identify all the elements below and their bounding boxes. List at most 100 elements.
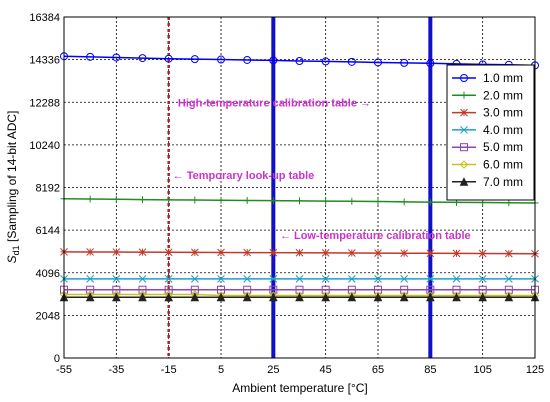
marker-shape [138,275,147,283]
data-point-3-0-mm [112,248,121,256]
data-point-7-0-mm [138,292,147,302]
data-point-2-0-mm [243,196,251,204]
marker-shape [112,292,121,302]
y-tick-label: 2048 [36,310,60,322]
data-point-3-0-mm [190,248,199,257]
legend-label: 6.0 mm [483,158,523,172]
y-axis-label-subscript: d1 [11,245,21,255]
data-point-1-0-mm [190,55,199,64]
data-point-1-0-mm [86,52,95,61]
marker-shape [400,275,409,283]
x-tick-label: 25 [267,364,279,376]
legend-marker [460,74,468,82]
data-point-1-0-mm [426,59,435,68]
marker-shape [138,248,147,257]
data-point-3-0-mm [295,248,304,257]
data-point-4-0-mm [295,275,304,283]
y-axis-label-symbol: S [5,255,19,263]
x-tick-label: 45 [320,364,332,376]
y-tick-label: 0 [54,353,60,365]
marker-shape [374,58,382,67]
data-point-7-0-mm [85,292,95,302]
data-point-4-0-mm [321,275,330,283]
data-point-3-0-mm [243,248,252,257]
marker-shape [478,292,487,302]
y-tick-label: 4096 [36,268,60,280]
data-point-1-0-mm [374,58,382,67]
x-tick-label: -35 [108,364,124,376]
marker-shape [242,292,252,302]
marker-shape [190,55,199,64]
marker-shape [321,275,330,283]
data-point-2-0-mm [269,197,277,205]
data-point-4-0-mm [478,275,487,283]
marker-shape [216,292,226,302]
marker-shape [112,275,121,283]
marker-shape [347,292,357,302]
marker-shape [459,160,469,169]
marker-shape [138,54,147,63]
marker-shape [373,292,383,302]
data-point-2-0-mm [112,195,120,203]
marker-shape [295,292,304,302]
annotation-text: ← Low-temperature calibration table [280,230,471,242]
data-point-2-0-mm [165,196,173,204]
data-point-7-0-mm [190,292,200,302]
legend-marker [460,91,468,99]
data-point-4-0-mm [243,275,252,283]
marker-shape [374,249,382,257]
marker-shape [399,292,409,302]
data-point-7-0-mm [269,292,278,302]
x-tick-label: 5 [218,364,224,376]
y-tick-label: 16384 [29,12,60,24]
legend: 1.0 mm 2.0 mm 3.0 mm 4.0 mm 5.0 mm 6.0 mm 7.0 … [446,64,535,201]
data-point-1-0-mm [347,57,356,66]
data-point-7-0-mm [216,292,226,302]
marker-shape [426,292,435,302]
marker-shape [85,292,95,302]
legend-marker [459,177,469,186]
data-point-2-0-mm [217,196,225,204]
x-tick-label: 65 [372,364,384,376]
data-point-7-0-mm [321,292,330,302]
data-point-3-0-mm [164,248,173,257]
data-point-2-0-mm [426,198,434,206]
data-point-3-0-mm [426,249,435,258]
marker-shape [138,292,147,302]
y-axis-label-text: [Sampling of 14-bit ADC] [5,111,19,246]
legend-label: 2.0 mm [483,88,523,102]
marker-shape [269,292,278,302]
legend-marker [460,126,468,134]
data-point-4-0-mm [426,275,435,283]
marker-shape [426,249,435,258]
data-point-1-0-mm [164,54,173,63]
marker-shape [452,275,461,283]
marker-shape [426,275,435,283]
data-point-3-0-mm [217,248,225,257]
marker-shape [478,249,487,258]
marker-shape [374,275,382,283]
data-point-2-0-mm [348,197,356,205]
tick-layer: -55 -35 -15 5 25 45 65 85 105 125 0 2048 4096 6144 819… [29,12,544,376]
data-point-7-0-mm [164,292,173,302]
data-point-7-0-mm [399,292,409,302]
marker-shape [190,248,199,257]
marker-shape [347,275,356,283]
marker-shape [400,58,409,67]
data-point-2-0-mm [296,197,303,205]
legend-items: 1.0 mm 2.0 mm 3.0 mm 4.0 mm 5.0 mm 6.0 mm 7.0 … [452,71,523,189]
marker-shape [460,126,468,134]
data-point-2-0-mm [374,197,382,205]
data-point-3-0-mm [504,249,513,258]
data-point-4-0-mm [374,275,382,283]
data-point-3-0-mm [347,249,356,257]
marker-shape [460,143,468,152]
y-tick-label: 14336 [29,55,60,67]
marker-shape [295,56,304,65]
plot-frame [63,16,536,359]
x-tick-label: 125 [526,364,544,376]
marker-shape [452,292,461,302]
marker-shape [295,275,304,283]
marker-shape [269,56,278,65]
marker-shape [164,248,173,257]
